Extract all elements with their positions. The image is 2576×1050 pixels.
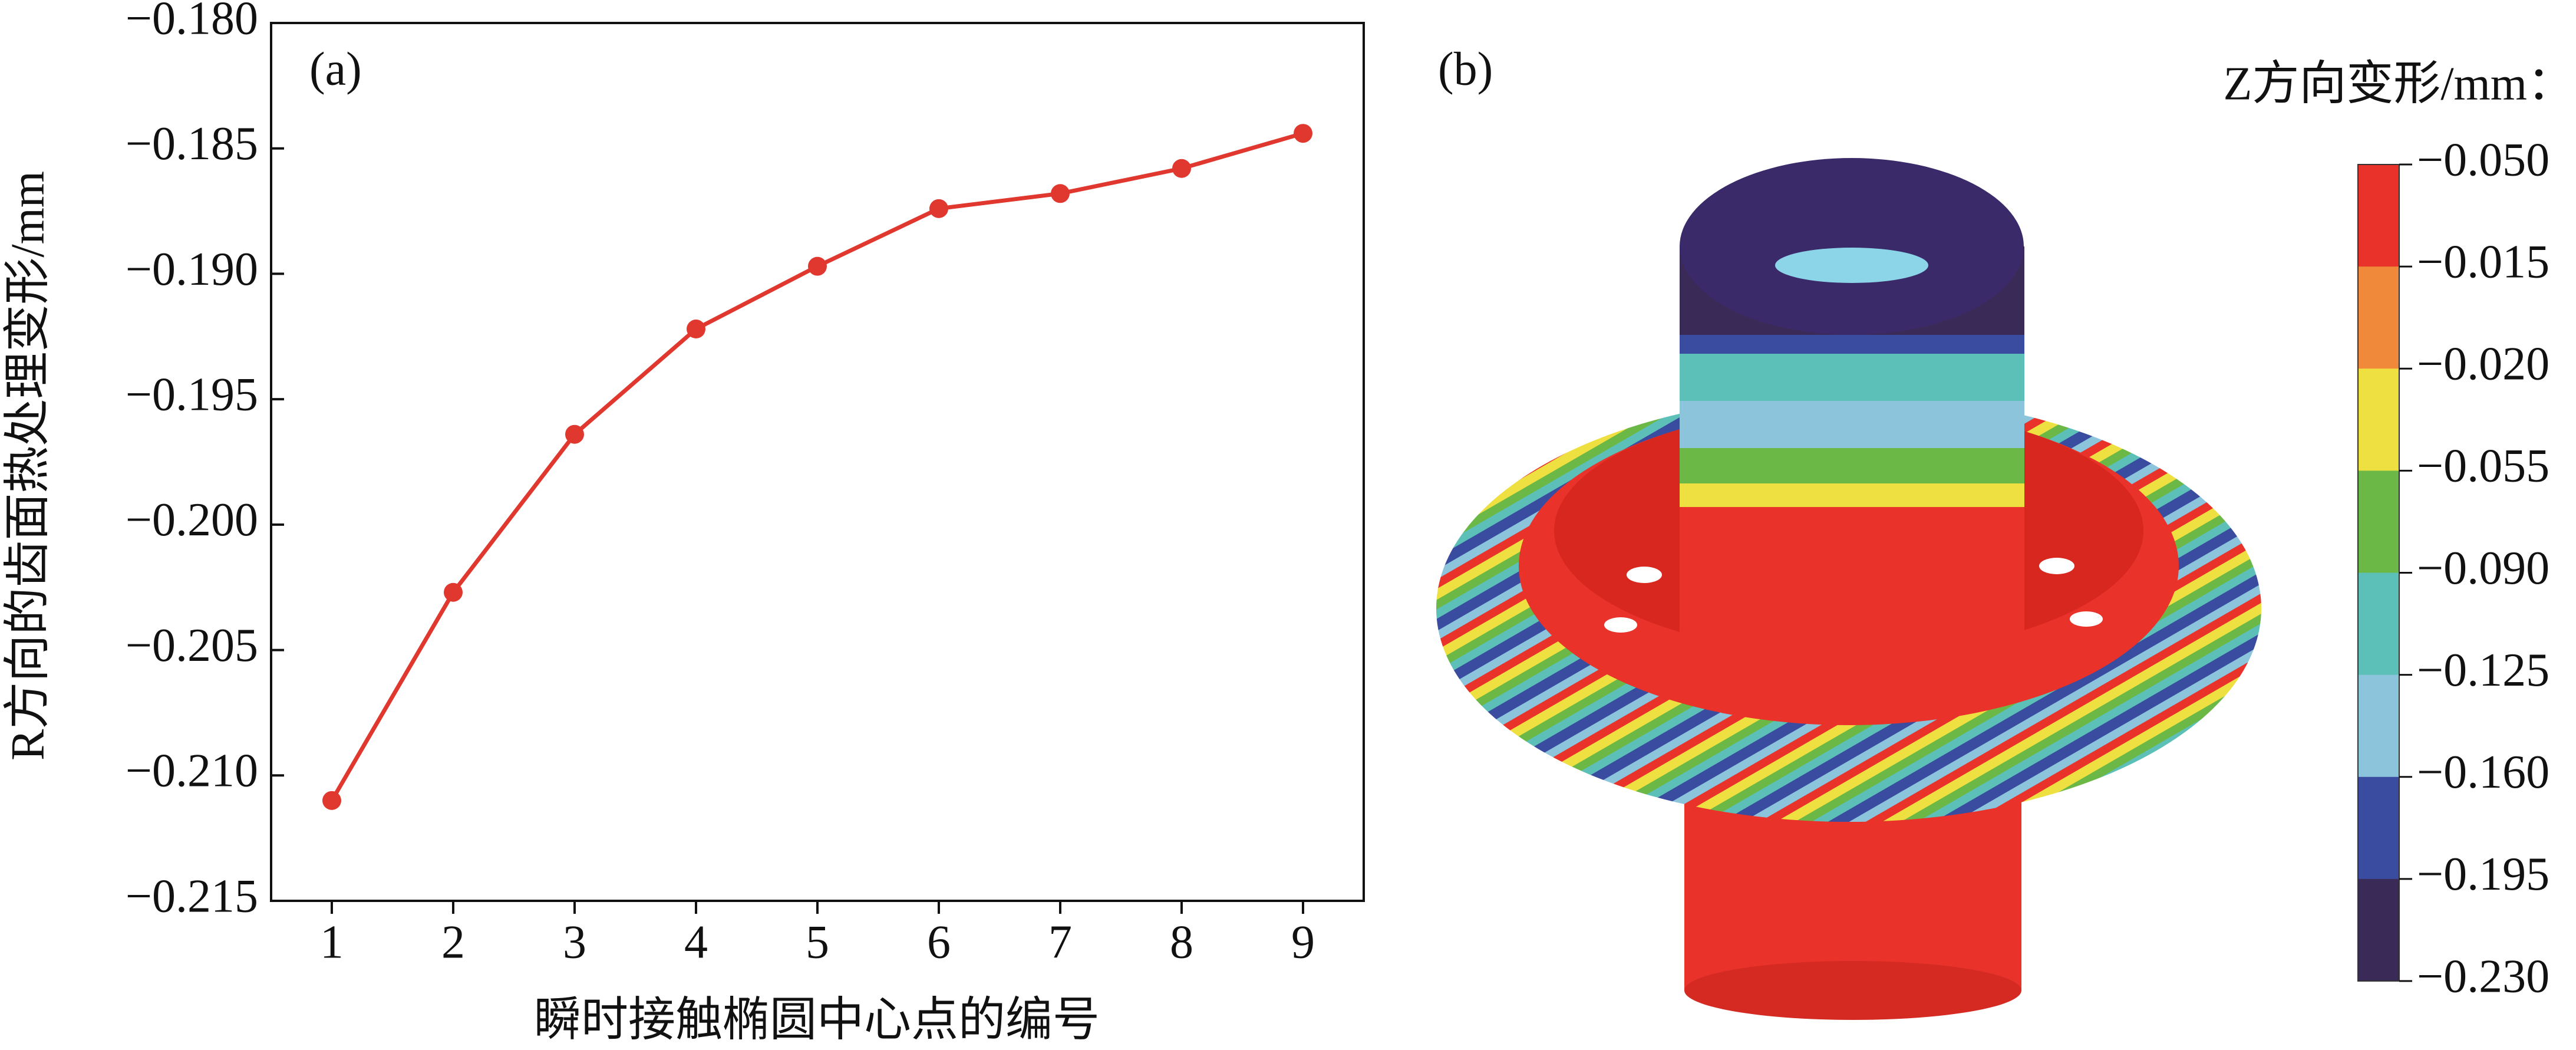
- data-point: [444, 582, 463, 602]
- x-tick-label: 9: [1291, 916, 1315, 968]
- colorbar-label: −0.125: [2417, 644, 2549, 696]
- x-tick-label: 3: [563, 916, 586, 968]
- y-tick-label: −0.215: [126, 870, 258, 922]
- x-tick-label: 4: [684, 916, 708, 968]
- data-point: [1172, 159, 1191, 178]
- data-point: [1051, 184, 1070, 203]
- y-tick-label: −0.210: [126, 745, 258, 797]
- panel-label: (a): [309, 43, 362, 95]
- y-tick-label: −0.190: [126, 243, 258, 295]
- y-tick-label: −0.200: [126, 494, 258, 546]
- color-band: [2358, 674, 2399, 778]
- x-tick-label: 8: [1170, 916, 1193, 968]
- data-point: [808, 256, 827, 276]
- colorbar-title: Z方向变形/mm：: [2223, 58, 2574, 110]
- color-band: [2358, 878, 2399, 982]
- colorbar-label: −0.160: [2417, 746, 2549, 798]
- data-point: [322, 791, 341, 810]
- panel-label: (b): [1438, 43, 1493, 95]
- x-tick-label: 2: [441, 916, 465, 968]
- color-band: [2358, 470, 2399, 574]
- color-band: [2358, 368, 2399, 472]
- data-point: [929, 199, 948, 218]
- x-tick-label: 7: [1048, 916, 1072, 968]
- gear-illustration: [1436, 158, 2261, 1020]
- plot-frame: [270, 22, 1365, 902]
- data-line: [329, 131, 1304, 802]
- y-tick-label: −0.185: [126, 118, 258, 170]
- y-tick-label: −0.180: [126, 0, 258, 44]
- colorbar-label: −0.015: [2417, 236, 2549, 288]
- y-tick-label: −0.205: [126, 620, 258, 672]
- colorbar-label: −0.055: [2417, 440, 2549, 492]
- colorbar-label: −0.050: [2417, 134, 2549, 186]
- y-axis-label: R方向的齿面热处理变形/mm: [2, 171, 54, 761]
- color-band: [2358, 266, 2399, 370]
- colorbar-label: −0.195: [2417, 848, 2549, 900]
- colorbar-label: −0.090: [2417, 542, 2549, 594]
- colorbar-label: −0.020: [2417, 338, 2549, 390]
- x-tick-label: 1: [320, 916, 344, 968]
- data-point: [687, 320, 705, 339]
- colorbar-label: −0.230: [2417, 950, 2549, 1002]
- color-band: [2358, 572, 2399, 676]
- x-axis-label: 瞬时接触椭圆中心点的编号: [534, 994, 1100, 1046]
- x-tick-label: 6: [927, 916, 951, 968]
- color-band: [2358, 776, 2399, 880]
- y-tick-label: −0.195: [126, 369, 258, 421]
- data-point: [565, 424, 584, 444]
- data-point: [1294, 124, 1312, 143]
- color-band: [2358, 164, 2399, 268]
- x-tick-label: 5: [806, 916, 829, 968]
